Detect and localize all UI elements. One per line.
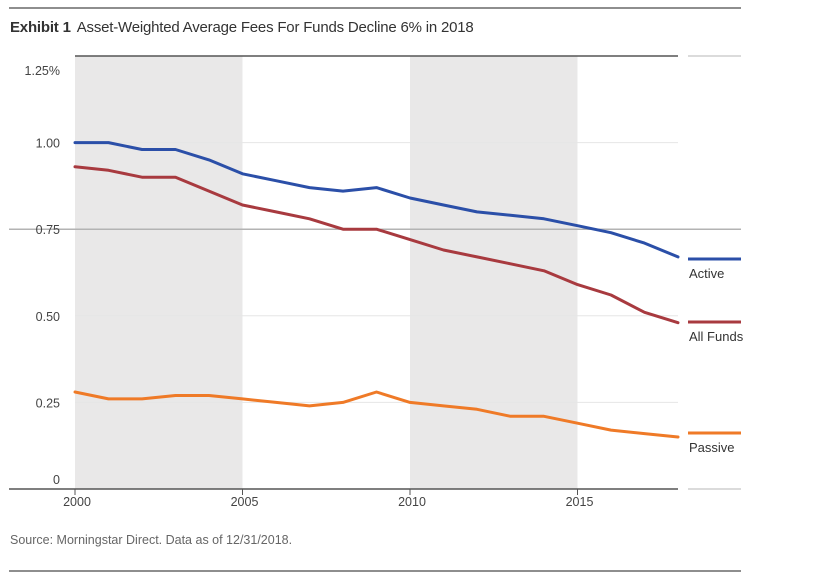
x-tick-label-2010: 2010 xyxy=(398,495,426,509)
x-tick-label-2015: 2015 xyxy=(566,495,594,509)
bottom-rule xyxy=(9,570,741,572)
x-tick-label-2000: 2000 xyxy=(63,495,91,509)
legend-label-active: Active xyxy=(689,266,724,281)
y-tick-label-0: 0 xyxy=(53,473,60,487)
y-tick-label-1: 0.25 xyxy=(36,396,60,410)
top-rule xyxy=(9,7,741,9)
series-line-active xyxy=(73,141,680,259)
y-tick-label-2: 0.50 xyxy=(36,310,60,324)
legend-label-passive: Passive xyxy=(689,440,735,455)
shaded-band-2 xyxy=(410,56,578,489)
x-tick-label-2005: 2005 xyxy=(231,495,259,509)
series-line-passive xyxy=(73,390,680,439)
legend-label-all-funds: All Funds xyxy=(689,329,744,344)
series-line-all-funds xyxy=(73,165,680,325)
title-text: Asset-Weighted Average Fees For Funds De… xyxy=(76,19,474,36)
y-tick-label-3: 0.75 xyxy=(36,223,60,237)
exhibit-label: Exhibit 1 xyxy=(10,19,71,36)
y-tick-label-4: 1.00 xyxy=(36,137,60,151)
source-note: Source: Morningstar Direct. Data as of 1… xyxy=(10,533,293,547)
y-tick-label-5: 1.25% xyxy=(25,64,60,78)
shaded-band-1 xyxy=(75,56,243,489)
chart-title: Exhibit 1 Asset-Weighted Average Fees For… xyxy=(10,19,474,36)
